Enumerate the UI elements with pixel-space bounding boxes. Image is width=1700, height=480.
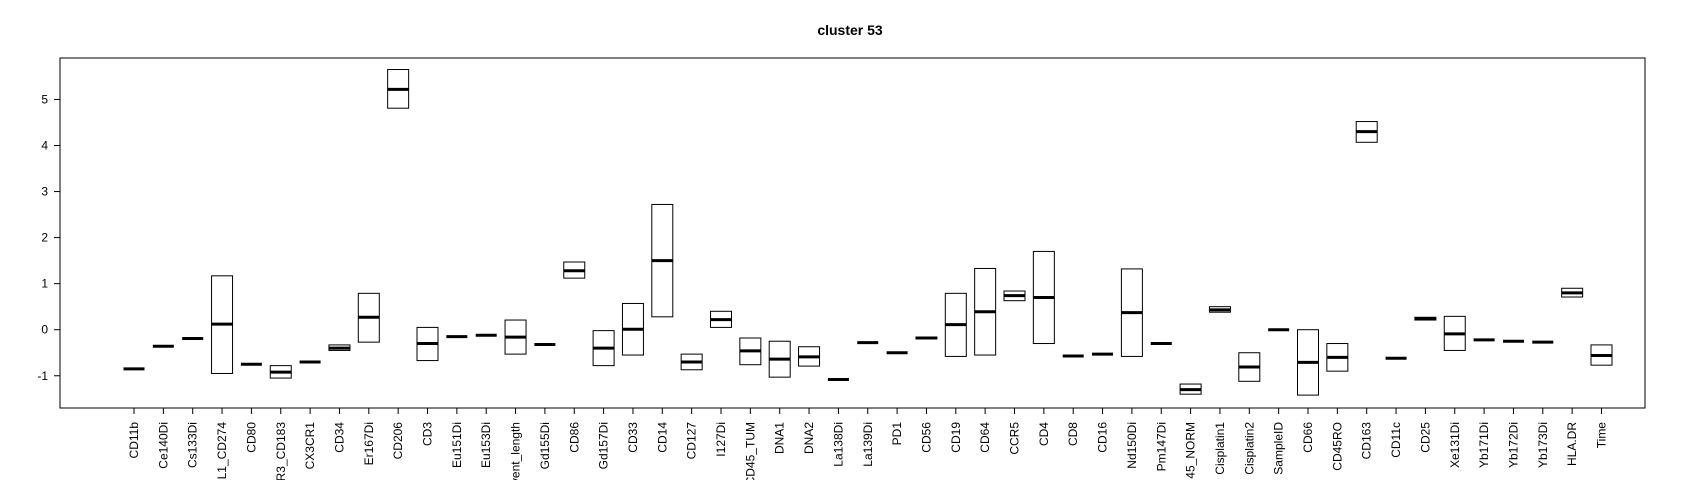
y-tick-label: 4 [41,139,48,153]
x-tick-label: Yb173Di [1536,422,1550,468]
y-tick-label: -1 [37,369,48,383]
x-tick-label: HLA.DR [1565,422,1579,466]
x-tick-label: Time [1595,422,1609,449]
x-tick-label: CX3CR1 [303,422,317,470]
x-tick-label: Cs133Di [186,422,200,468]
y-tick-label: 1 [41,277,48,291]
y-axis: -1 0 1 2 3 4 5 [37,92,60,383]
x-tick-label: CD56 [919,422,933,453]
x-tick-label: I127Di [714,422,728,457]
x-tick-label: Eu151Di [450,422,464,468]
x-tick-label: La139Di [861,422,875,467]
x-tick-label: CD45_TUM [743,422,757,480]
x-tick-label: CD14 [655,422,669,453]
x-tick-label: CCR5 [1008,422,1022,455]
x-tick-label: La138Di [831,422,845,467]
x-tick-label: CD3 [421,422,435,446]
x-tick-label: Xe131Di [1448,422,1462,468]
x-tick-label: CD33 [626,422,640,453]
x-tick-label: CD127 [685,422,699,460]
y-tick-label: 0 [41,323,48,337]
x-tick-label: Eu153Di [479,422,493,468]
x-tick-label: Gd155Di [538,422,552,469]
x-tick-label: 45_NORM [1184,422,1198,479]
y-tick-label: 2 [41,231,48,245]
x-tick-label: R3_CD183 [274,422,288,480]
y-tick-label: 3 [41,185,48,199]
x-tick-label: DNA2 [802,422,816,454]
box-series [123,69,1613,396]
x-tick-label: CD34 [332,422,346,453]
chart-title: cluster 53 [817,22,883,38]
x-tick-label: Gd157Di [597,422,611,469]
x-axis: CD11b Ce140Di Cs133Di L1_CD274 CD80 R3_CD183 C… [127,408,1609,480]
x-tick-label: CD86 [567,422,581,453]
x-tick-label: Er167Di [362,422,376,465]
x-tick-label: CD25 [1418,422,1432,453]
x-tick-label: CD11b [127,422,141,459]
x-tick-label: Cisplatin2 [1242,422,1256,475]
x-tick-label: CD45RO [1330,422,1344,471]
x-tick-label: Nd150Di [1125,422,1139,469]
x-tick-label: PD1 [890,422,904,446]
x-tick-label: vent_length [509,422,523,480]
x-tick-label: CD8 [1066,422,1080,446]
x-tick-label: CD66 [1301,422,1315,453]
x-tick-label: CD19 [949,422,963,453]
x-tick-label: Pm147Di [1154,422,1168,471]
x-tick-label: CD11c [1389,422,1403,458]
x-tick-label: CD4 [1037,422,1051,446]
x-tick-label: Ce140Di [156,422,170,469]
x-tick-label: Yb171Di [1477,422,1491,468]
x-tick-label: SampleID [1272,422,1286,475]
plot-frame [59,57,1646,409]
x-tick-label: CD206 [391,422,405,460]
x-tick-label: CD163 [1360,422,1374,460]
x-tick-label: DNA1 [773,422,787,454]
x-tick-label: CD80 [244,422,258,453]
y-tick-label: 5 [41,92,48,106]
x-tick-label: Cisplatin1 [1213,422,1227,475]
x-tick-label: Yb172Di [1506,422,1520,468]
x-tick-label: CD16 [1096,422,1110,453]
x-tick-label: CD64 [978,422,992,453]
x-tick-label: L1_CD274 [215,422,229,480]
